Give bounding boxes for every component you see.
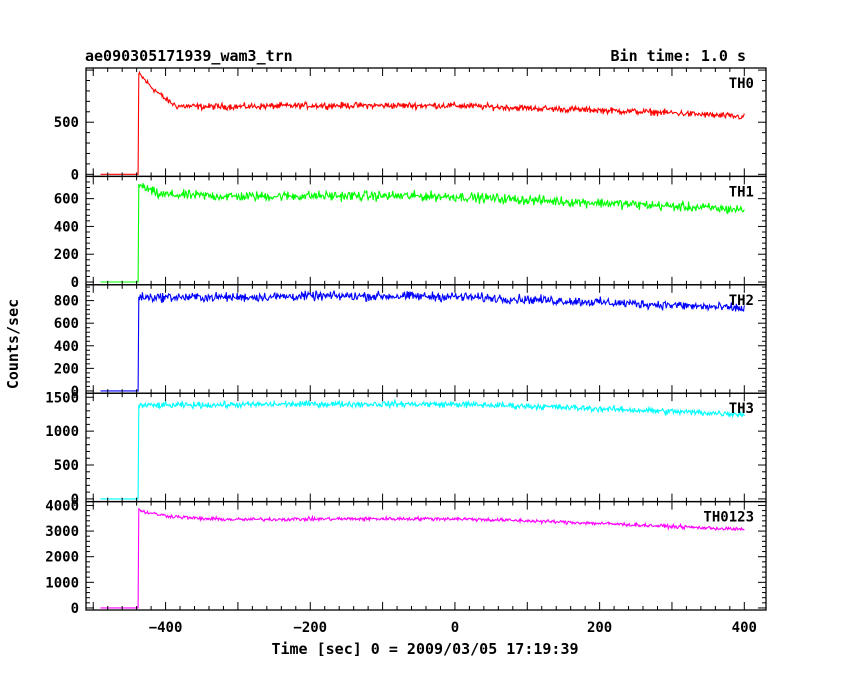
panel-frame-th2	[85, 284, 767, 394]
y-tick-label-th2: 600	[54, 316, 79, 332]
x-axis-label: Time [sec] 0 = 2009/03/05 17:19:39	[271, 640, 578, 658]
panel-stack: 0 500 TH0 0 200 400 600 TH1 0 200 400 600 800 TH2 0 500…	[45, 67, 767, 636]
series-th2-line	[100, 290, 745, 392]
series-th3-line	[100, 398, 745, 500]
chart-title: ae090305171939_wam3_trn	[85, 47, 293, 65]
y-tick-label-th0123: 3000	[45, 524, 79, 540]
y-tick-label-th0123: 1000	[45, 575, 79, 591]
x-tick-label: 200	[587, 620, 612, 636]
y-tick-label-th2: 0	[71, 384, 79, 400]
y-tick-label-th2: 200	[54, 361, 79, 377]
y-tick-label-th3: 0	[71, 492, 79, 508]
y-tick-label-th0123: 0	[71, 601, 79, 617]
panel-label-th1: TH1	[729, 184, 754, 200]
y-tick-label-th1: 600	[54, 192, 79, 208]
panel-label-th3: TH3	[729, 401, 754, 417]
y-tick-label-th1: 0	[71, 275, 79, 291]
y-tick-label-th3: 1500	[45, 390, 79, 406]
panel-frame-th0	[85, 67, 767, 178]
panel-label-th0: TH0	[729, 76, 754, 92]
series-th1-line	[100, 183, 745, 283]
x-tick-label: 0	[451, 620, 459, 636]
y-tick-label-th1: 400	[54, 219, 79, 235]
panel-label-th2: TH2	[729, 293, 754, 309]
x-tick-label: 400	[732, 620, 757, 636]
y-tick-label-th2: 800	[54, 294, 79, 310]
y-tick-label-th2: 400	[54, 339, 79, 355]
y-tick-label-th0: 0	[71, 167, 79, 183]
panel-label-th0123: TH0123	[703, 510, 754, 526]
series-th0123-line	[100, 507, 745, 609]
y-axis-label: Counts/sec	[4, 299, 22, 389]
y-tick-label-th0123: 2000	[45, 550, 79, 566]
y-tick-label-th1: 200	[54, 247, 79, 263]
y-tick-label-th3: 500	[54, 458, 79, 474]
series-th0-line	[100, 70, 745, 175]
panel-frame-th3	[85, 392, 767, 503]
x-tick-label: −400	[149, 620, 183, 636]
y-tick-label-th0: 500	[54, 115, 79, 131]
y-tick-label-th0123: 4000	[45, 498, 79, 514]
bin-time-label: Bin time: 1.0 s	[611, 47, 746, 65]
y-tick-label-th3: 1000	[45, 424, 79, 440]
x-tick-label: −200	[293, 620, 327, 636]
